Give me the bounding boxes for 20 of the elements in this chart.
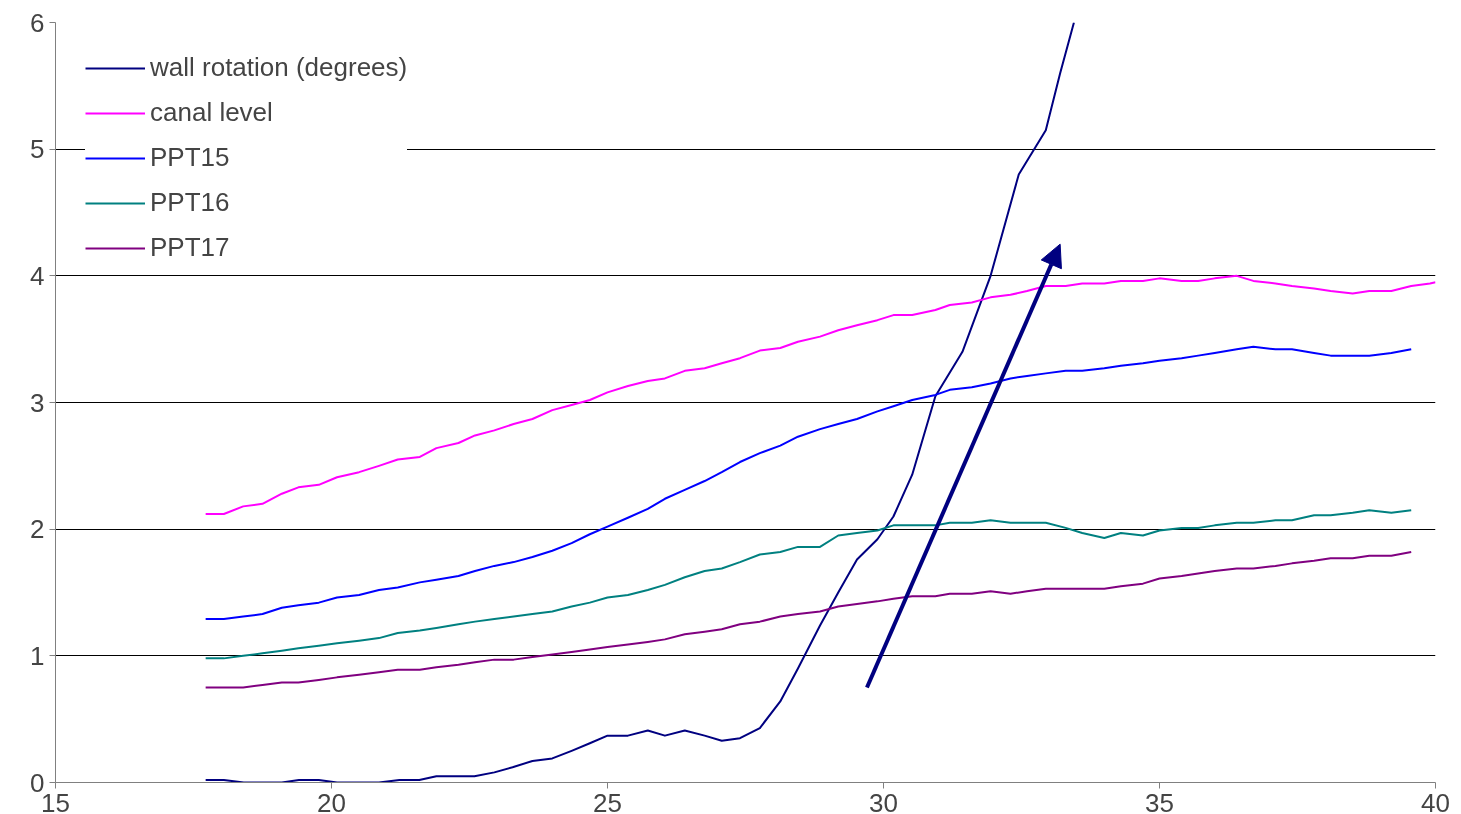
x-tick-label: 30 xyxy=(869,787,898,814)
line-series xyxy=(204,345,1413,621)
legend-label: wall rotation (degrees) xyxy=(150,52,408,83)
y-tick-label: 1 xyxy=(30,640,45,671)
x-tick-label: 35 xyxy=(1145,787,1174,814)
line-series xyxy=(204,550,1413,689)
x-tick-label: 25 xyxy=(593,787,622,814)
y-tick-label: 3 xyxy=(30,387,45,418)
legend-label: PPT16 xyxy=(150,187,230,218)
legend-label: canal level xyxy=(150,97,273,128)
line-series xyxy=(204,274,1436,515)
x-tick-label: 40 xyxy=(1421,787,1450,814)
line-series xyxy=(204,509,1413,660)
y-tick-label: 6 xyxy=(30,7,45,38)
y-tick-label: 4 xyxy=(30,260,45,291)
x-tick-label: 20 xyxy=(317,787,346,814)
legend-label: PPT15 xyxy=(150,142,230,173)
y-tick-label: 5 xyxy=(30,134,45,165)
legend-label: PPT17 xyxy=(150,232,230,263)
y-tick-label: 2 xyxy=(30,514,45,545)
